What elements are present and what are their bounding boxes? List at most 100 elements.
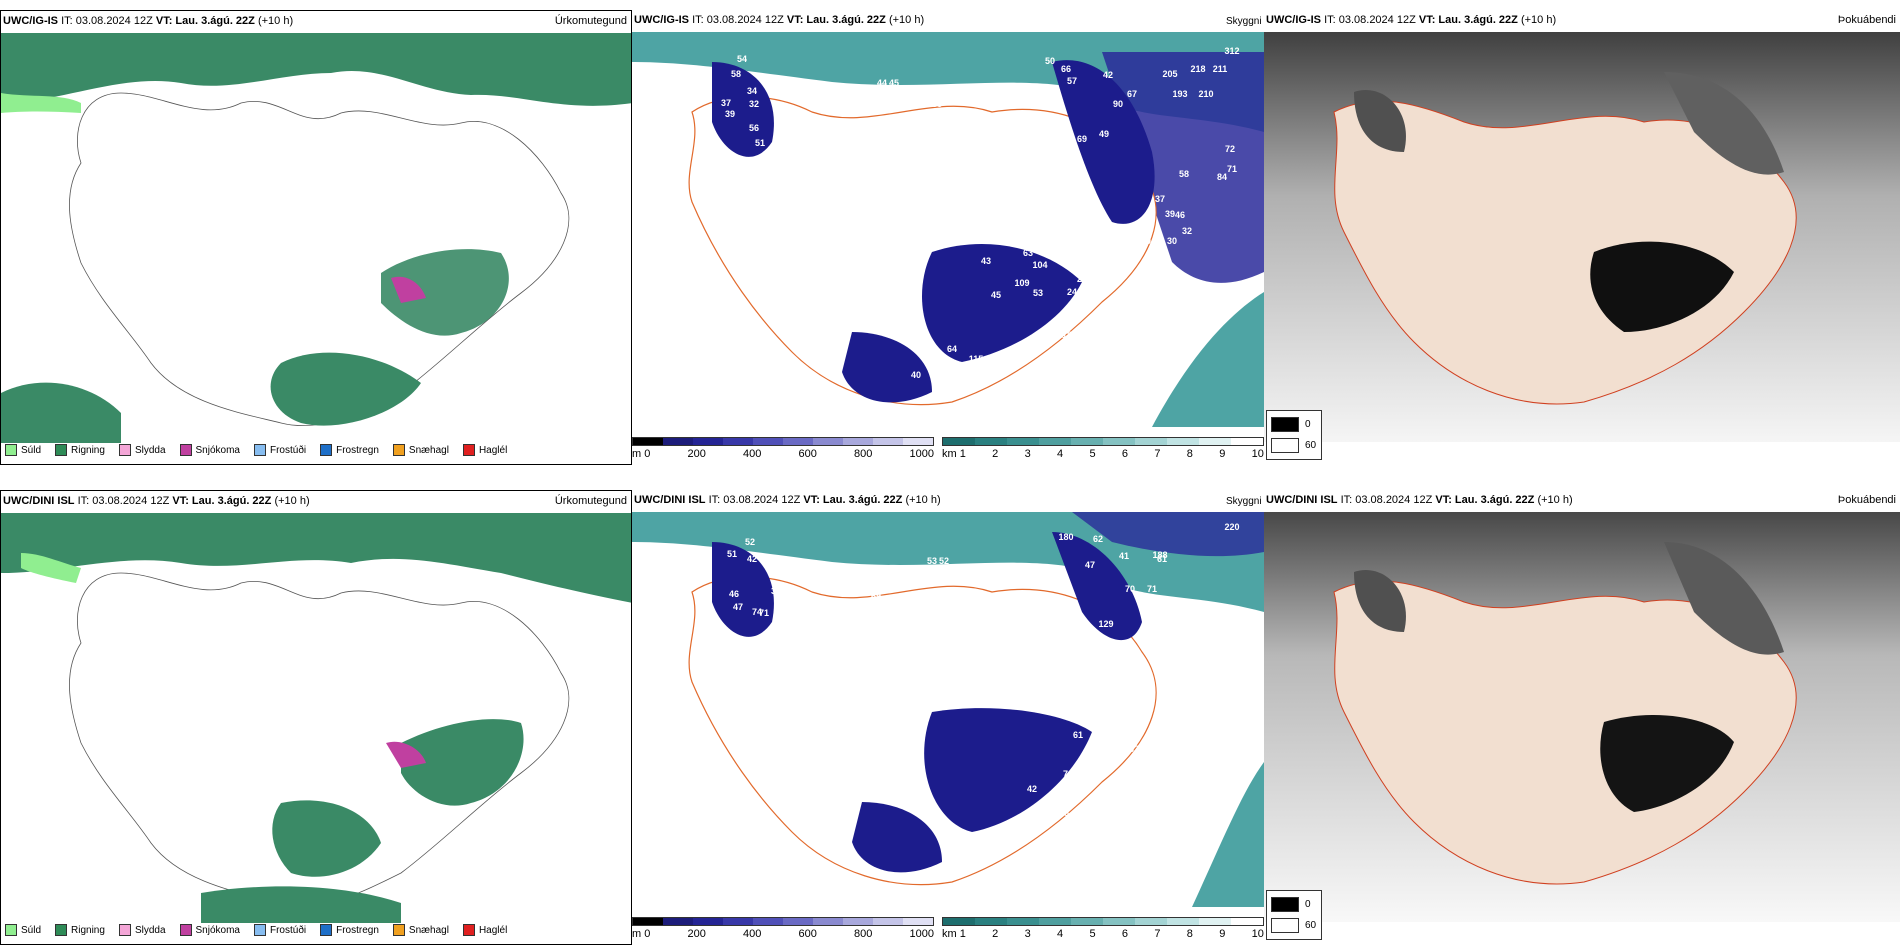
ceiling-label: 35 xyxy=(771,586,781,596)
model-name: UWC/DINI ISL xyxy=(1266,494,1338,506)
legend-item: Rigning xyxy=(55,444,105,456)
visibility-scale-top: km 1 2 3 4 5 6 7 8 9 10 xyxy=(942,437,1264,460)
tick: 400 xyxy=(743,448,762,460)
ceiling-label: 58 xyxy=(879,126,889,136)
tick: 600 xyxy=(798,928,817,940)
visibility-scale-bottom: km 1 2 3 4 5 6 7 8 9 10 xyxy=(942,917,1264,940)
legend-label: 60 xyxy=(1305,920,1317,931)
ceiling-label: 56 xyxy=(1025,884,1035,894)
ceiling-label: 56 xyxy=(749,123,759,133)
ceiling-label: 49 xyxy=(1099,129,1109,139)
tick: 4 xyxy=(1057,928,1064,940)
ceiling-label: 211 xyxy=(1213,64,1228,74)
valid-time: Lau. 3.ágú. 22Z xyxy=(1454,494,1535,506)
cloud-map[interactable] xyxy=(1264,512,1900,922)
cloud-legend: 0 60 xyxy=(1266,410,1322,460)
panel-header: UWC/IG-IS IT: 03.08.2024 12Z VT: Lau. 3.… xyxy=(3,15,293,27)
ceiling-label: 37 xyxy=(721,98,731,108)
panel-title: Þokuábendi xyxy=(1837,494,1896,506)
precip-panel-bottom: UWC/DINI ISL IT: 03.08.2024 12Z VT: Lau.… xyxy=(0,490,632,945)
panel-header: UWC/DINI ISL IT: 03.08.2024 12Z VT: Lau.… xyxy=(634,494,941,506)
legend-label: Rigning xyxy=(71,444,105,456)
ceiling-label: 29 xyxy=(1079,834,1089,844)
legend-label: Súld xyxy=(21,924,42,936)
precip-map[interactable] xyxy=(1,513,632,923)
ceiling-label: 5 xyxy=(907,326,912,336)
model-name: UWC/IG-IS xyxy=(634,14,689,26)
ceiling-label: 43 xyxy=(981,256,991,266)
legend-item: Súld xyxy=(5,924,41,936)
cloud-legend-row: 60 xyxy=(1271,918,1317,933)
ceiling-label: 30 xyxy=(1167,236,1177,246)
tick: 2 xyxy=(992,928,999,940)
legend-swatch xyxy=(1271,438,1299,453)
tick: 7 xyxy=(1154,928,1161,940)
legend-label: 0 xyxy=(1305,899,1311,910)
ceiling-label: 69 xyxy=(1077,134,1087,144)
ceiling-label: 69 xyxy=(871,591,881,601)
ceiling-label: 57 xyxy=(1067,76,1077,86)
ceiling-label: 312 xyxy=(1224,46,1239,56)
ceiling-label: 96 xyxy=(735,164,745,174)
visibility-title: Skyggni xyxy=(1226,496,1262,507)
ceiling-label: 51 xyxy=(927,354,937,364)
legend-swatch xyxy=(320,924,333,936)
ceiling-label: 66 xyxy=(1061,64,1071,74)
panel-header: UWC/DINI ISL IT: 03.08.2024 12Z VT: Lau.… xyxy=(3,495,310,507)
legend-swatch xyxy=(118,444,131,456)
tick: 0 xyxy=(644,448,651,460)
ceiling-label: 74 xyxy=(752,607,762,617)
precip-legend: Súld Rigning Slydda Snjókoma Frostúði Fr… xyxy=(5,444,519,456)
ceiling-label: 220 xyxy=(1224,522,1239,532)
model-name: UWC/DINI ISL xyxy=(634,494,706,506)
model-name: UWC/IG-IS xyxy=(3,15,58,27)
ceiling-label: 72 xyxy=(1225,144,1235,154)
ceiling-label: 40 xyxy=(911,370,921,380)
cloud-map[interactable] xyxy=(1264,32,1900,442)
valid-time: Lau. 3.ágú. 22Z xyxy=(175,15,255,27)
tick: 1 xyxy=(959,448,966,460)
ceiling-label: 61 xyxy=(1157,554,1167,564)
legend-label: Rigning xyxy=(71,924,105,936)
ceiling-label: 61 xyxy=(1073,730,1083,740)
legend-label: Snjókoma xyxy=(195,924,240,936)
ceiling-label: 51 xyxy=(727,549,737,559)
lead-time: (+10 h) xyxy=(1537,494,1573,506)
ceiling-label: 24 xyxy=(1067,287,1077,297)
legend-item: Snjókoma xyxy=(179,444,240,456)
tick: 200 xyxy=(687,928,706,940)
ceiling-label: 52 xyxy=(939,556,949,566)
ceiling-label: 18 xyxy=(1062,330,1072,340)
valid-time: Lau. 3.ágú. 22Z xyxy=(806,14,886,26)
tick: 9 xyxy=(1219,928,1226,940)
tick: 3 xyxy=(1024,448,1031,460)
ceiling-label: 73 xyxy=(1051,196,1061,206)
ceiling-label: 218 xyxy=(1190,64,1205,74)
ceiling-label: 55 xyxy=(757,154,767,164)
legend-label: Slydda xyxy=(134,924,166,936)
ceiling-label: 90 xyxy=(1113,99,1123,109)
ceiling-label: 64 xyxy=(947,344,957,354)
ceiling-scale-top: m 0 200 400 600 800 1000 xyxy=(632,437,934,460)
legend-label: Súld xyxy=(21,444,42,456)
ceiling-label: 62 xyxy=(1093,534,1103,544)
ceiling-label: 34 xyxy=(747,86,757,96)
legend-label: Snæhagl xyxy=(408,924,449,936)
ceiling-label: 87 xyxy=(925,802,935,812)
precip-map[interactable] xyxy=(1,33,632,443)
ceiling-ticks: m 0 200 400 600 800 1000 xyxy=(632,448,934,460)
legend-item: Snæhagl xyxy=(392,924,449,936)
ceiling-label: 193 xyxy=(1172,89,1187,99)
ceiling-label: 104 xyxy=(1032,260,1047,270)
ceiling-label: 39 xyxy=(725,109,735,119)
legend-swatch xyxy=(253,924,266,936)
ceiling-label: 26 xyxy=(939,374,949,384)
legend-swatch xyxy=(320,444,333,456)
ceiling-label: 61 xyxy=(777,608,787,618)
tick: 10 xyxy=(1251,448,1264,460)
legend-label: Snjókoma xyxy=(195,444,240,456)
